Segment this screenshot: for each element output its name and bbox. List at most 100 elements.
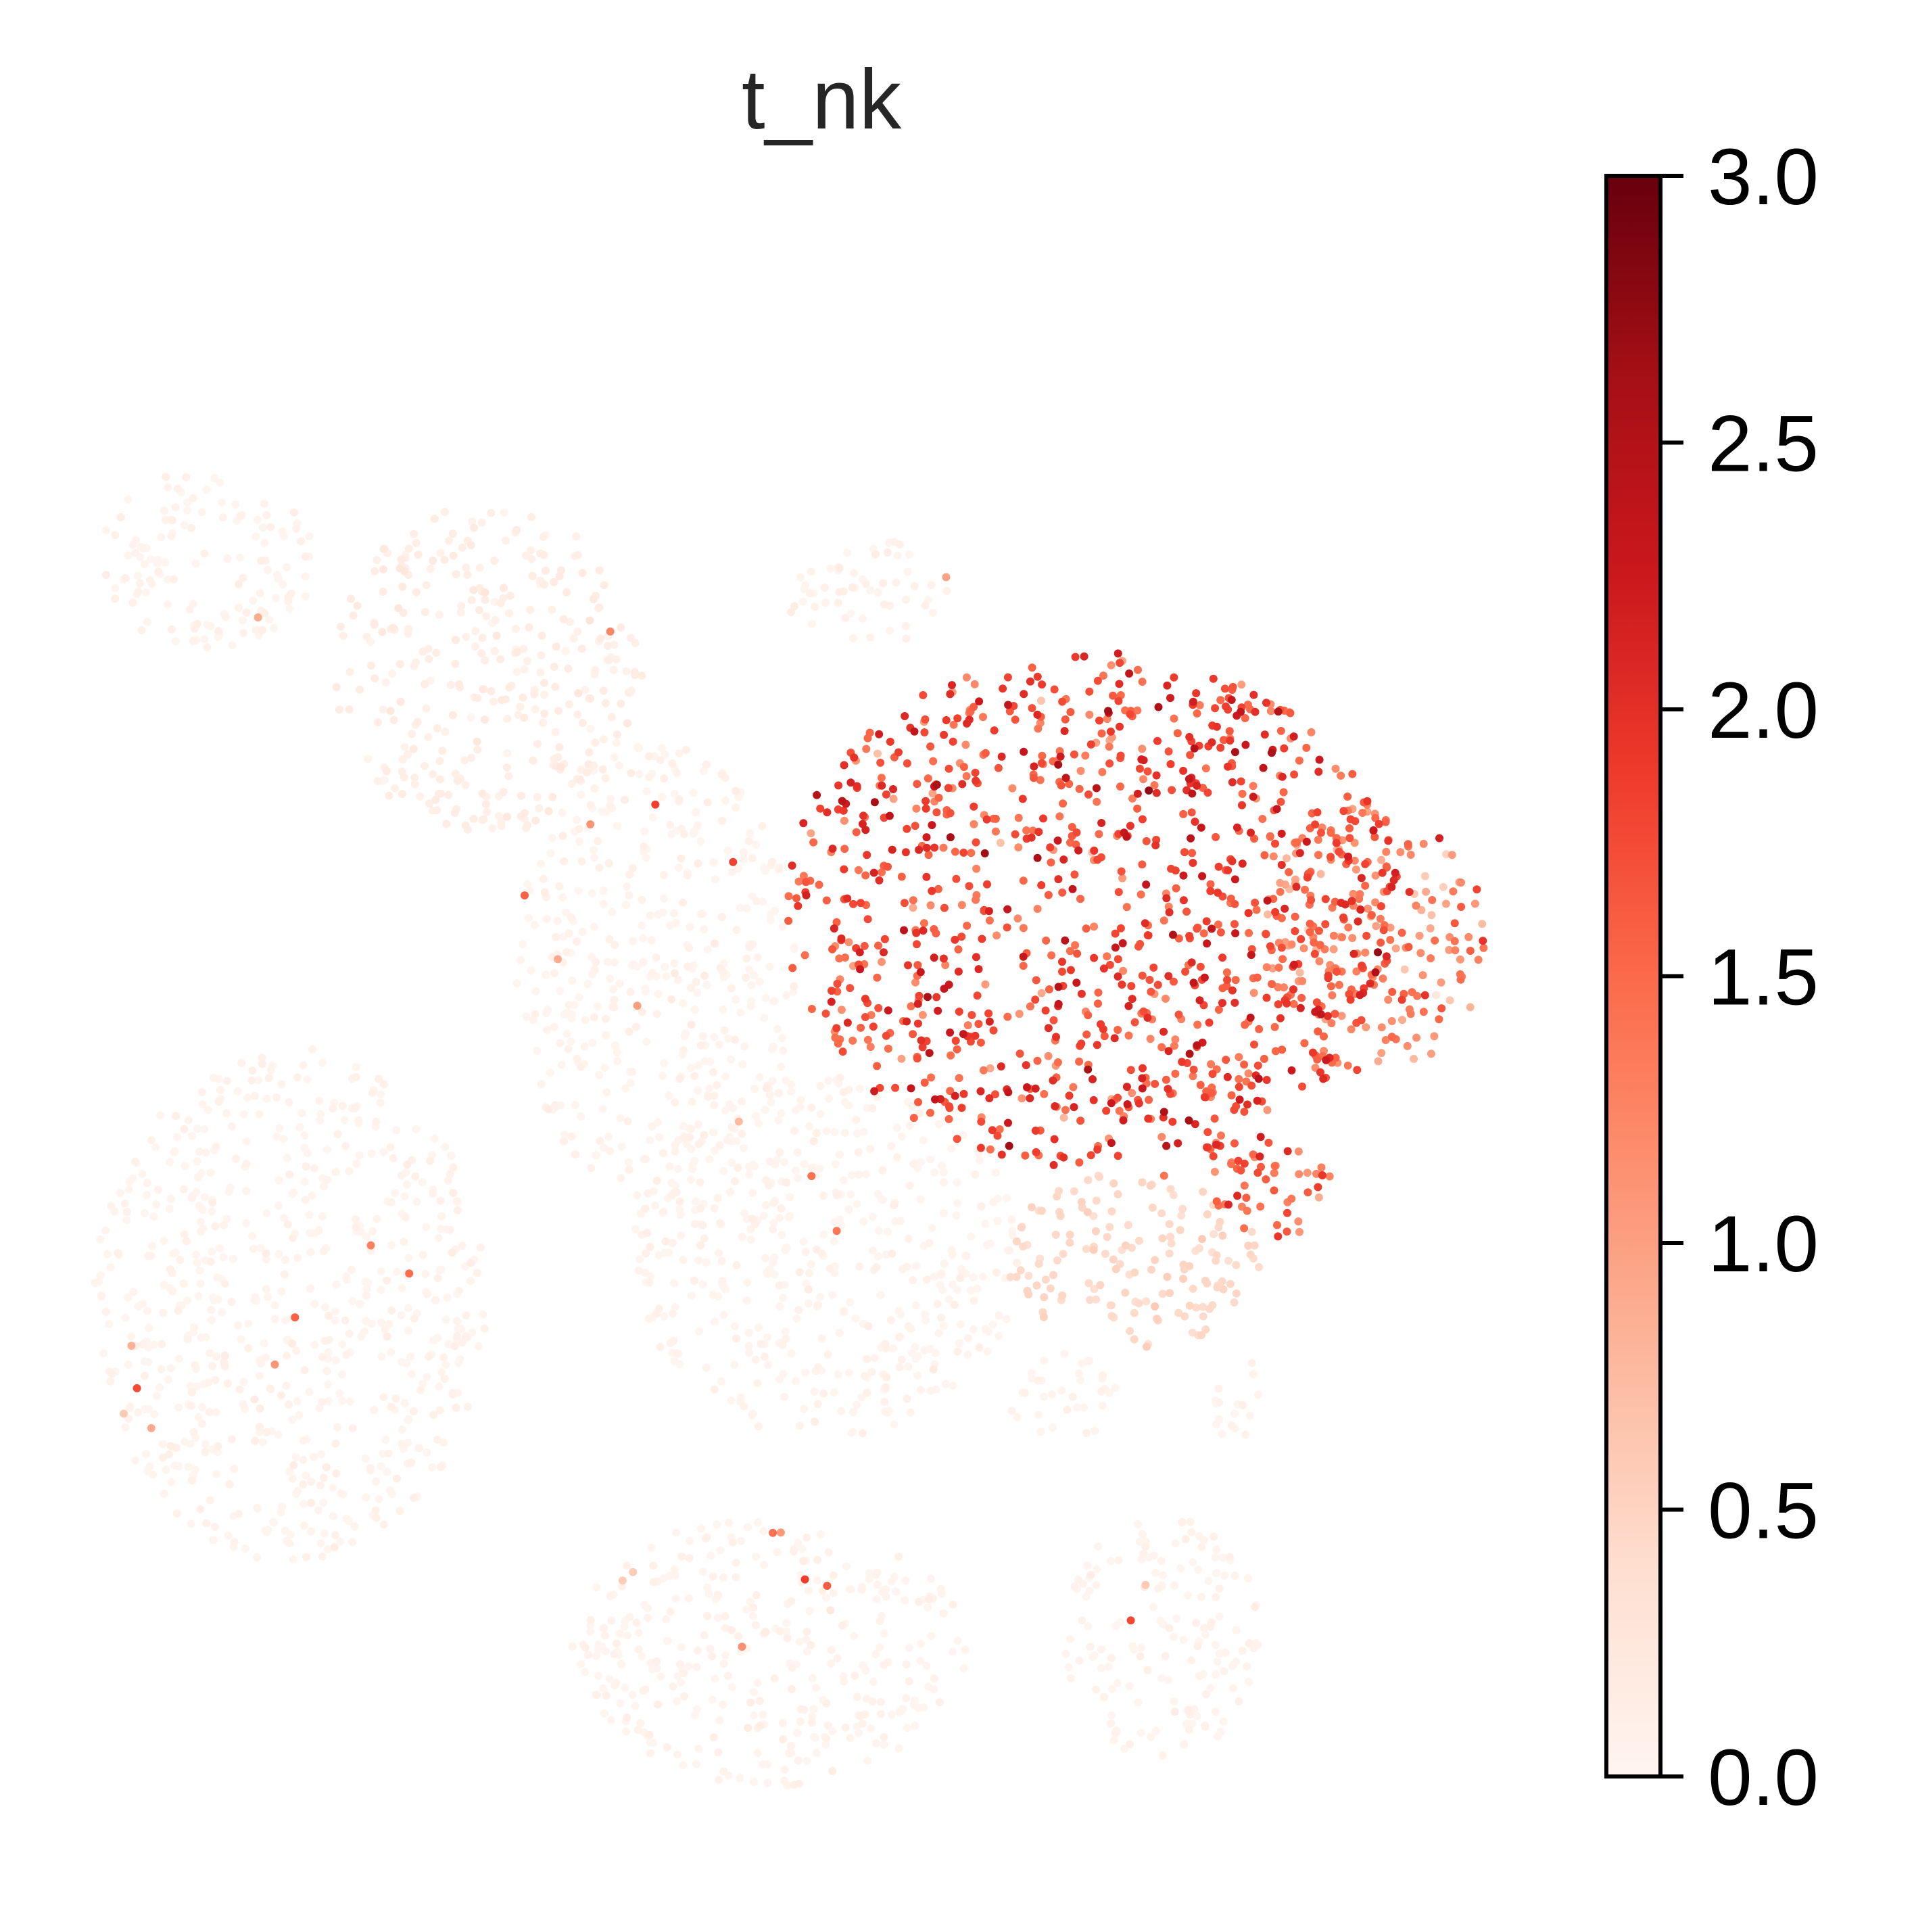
scatter-point — [139, 1340, 147, 1348]
scatter-point — [623, 719, 631, 728]
scatter-point — [165, 1204, 174, 1213]
scatter-point — [594, 1671, 602, 1680]
scatter-point — [1470, 899, 1479, 908]
scatter-point — [865, 1574, 874, 1583]
scatter-point — [1214, 1384, 1223, 1393]
scatter-point — [769, 1042, 777, 1051]
scatter-point — [429, 1411, 438, 1419]
scatter-point — [692, 808, 700, 816]
scatter-point — [503, 812, 511, 821]
scatter-point — [1066, 1238, 1074, 1247]
scatter-point — [739, 848, 748, 857]
scatter-point — [995, 1125, 1004, 1133]
scatter-point — [693, 821, 702, 830]
scatter-point — [889, 795, 898, 803]
scatter-point — [894, 1333, 903, 1342]
scatter-point — [1172, 1614, 1181, 1623]
scatter-point — [1048, 1423, 1057, 1432]
scatter-point — [336, 1537, 345, 1546]
scatter-point — [397, 555, 406, 564]
scatter-point — [481, 715, 489, 724]
scatter-point — [944, 764, 953, 773]
scatter-point — [575, 824, 583, 833]
scatter-point — [629, 937, 637, 945]
scatter-point — [1274, 1232, 1283, 1241]
scatter-point — [784, 892, 793, 901]
scatter-point — [721, 796, 730, 805]
scatter-point — [970, 820, 978, 828]
scatter-point — [656, 1672, 665, 1681]
scatter-point — [477, 518, 486, 527]
scatter-point — [610, 753, 619, 761]
scatter-point — [322, 1463, 331, 1471]
scatter-point — [773, 1548, 782, 1557]
scatter-point — [660, 1312, 669, 1321]
scatter-point — [1185, 732, 1194, 741]
scatter-point — [656, 755, 665, 764]
scatter-point — [833, 1191, 842, 1200]
scatter-point — [329, 1512, 337, 1520]
scatter-point — [208, 1293, 217, 1302]
scatter-point — [187, 1388, 196, 1396]
scatter-point — [308, 1191, 316, 1200]
scatter-point — [899, 1265, 907, 1273]
scatter-point — [984, 1009, 993, 1018]
scatter-point — [1377, 938, 1385, 947]
scatter-point — [588, 889, 596, 897]
scatter-point — [305, 1388, 314, 1396]
scatter-point — [1042, 936, 1051, 945]
scatter-point — [1126, 1327, 1134, 1336]
scatter-point — [1189, 1284, 1197, 1293]
scatter-point — [519, 644, 528, 653]
scatter-point — [855, 1084, 864, 1093]
scatter-point — [533, 740, 542, 748]
scatter-point — [492, 632, 501, 640]
scatter-point — [760, 1352, 769, 1361]
scatter-point — [897, 1054, 906, 1063]
scatter-point — [552, 642, 560, 651]
scatter-point — [1343, 793, 1352, 801]
scatter-point — [1230, 1139, 1239, 1148]
scatter-point — [567, 1037, 575, 1046]
scatter-point — [1012, 1273, 1021, 1281]
scatter-point — [1127, 982, 1136, 991]
scatter-point — [784, 1213, 793, 1222]
scatter-point — [939, 1178, 948, 1187]
scatter-point — [663, 1636, 672, 1645]
scatter-point — [539, 718, 548, 727]
scatter-point — [473, 694, 482, 703]
scatter-point — [425, 1352, 433, 1361]
scatter-point — [1134, 1698, 1143, 1707]
scatter-point — [556, 987, 565, 995]
scatter-point — [1345, 824, 1354, 832]
scatter-point — [654, 1251, 663, 1260]
scatter-point — [844, 938, 853, 947]
scatter-point — [502, 536, 510, 545]
scatter-point — [1217, 1131, 1225, 1140]
scatter-point — [1253, 973, 1262, 982]
scatter-point — [1002, 1315, 1011, 1323]
scatter-point — [830, 1388, 838, 1397]
scatter-point — [1223, 976, 1231, 985]
scatter-point — [468, 517, 477, 526]
scatter-point — [370, 567, 379, 575]
scatter-point — [611, 1681, 619, 1690]
scatter-point — [1291, 927, 1299, 935]
scatter-point — [855, 1728, 863, 1737]
scatter-point — [1126, 710, 1134, 719]
scatter-point — [759, 1211, 768, 1220]
scatter-point — [398, 755, 407, 763]
scatter-point — [542, 915, 551, 924]
scatter-point — [665, 1091, 673, 1100]
scatter-point — [670, 959, 679, 968]
scatter-point — [458, 543, 466, 552]
scatter-point — [1139, 1549, 1148, 1558]
scatter-point — [218, 1308, 226, 1317]
scatter-point — [690, 1072, 699, 1081]
scatter-point — [940, 1259, 949, 1268]
chart-title: t_nk — [742, 53, 902, 147]
scatter-point — [1180, 1740, 1189, 1749]
scatter-point — [1308, 1048, 1317, 1057]
scatter-point — [874, 1226, 883, 1235]
scatter-point — [272, 1132, 281, 1141]
